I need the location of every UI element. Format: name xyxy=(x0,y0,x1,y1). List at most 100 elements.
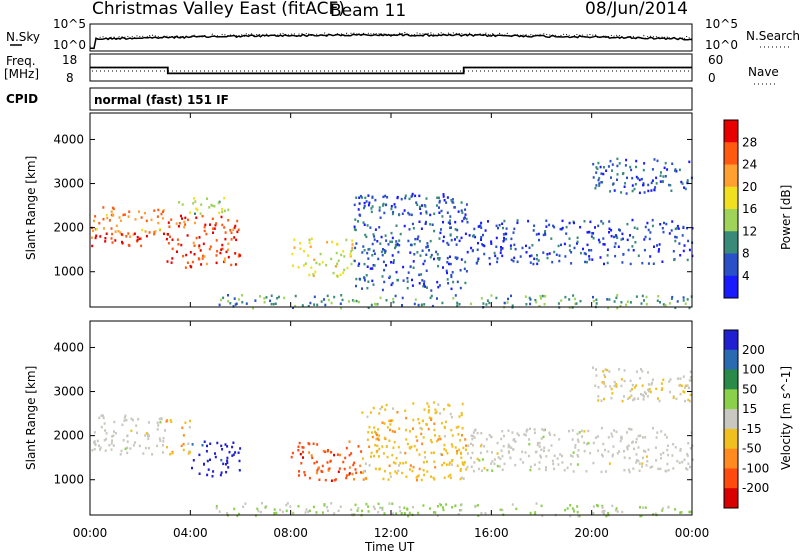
heatmap-cell xyxy=(461,434,463,437)
heatmap-cell xyxy=(482,302,485,305)
heatmap-cell xyxy=(480,297,483,300)
heatmap-cell xyxy=(613,429,616,432)
heatmap-cell xyxy=(511,304,514,307)
heatmap-cell xyxy=(126,440,129,443)
heatmap-cell xyxy=(461,402,464,406)
heatmap-cell xyxy=(389,275,392,278)
heatmap-cell xyxy=(474,505,477,508)
heatmap-cell xyxy=(445,503,448,506)
heatmap-cell xyxy=(227,208,230,212)
heatmap-cell xyxy=(674,508,677,511)
heatmap-cell xyxy=(168,225,171,228)
heatmap-cell xyxy=(312,273,315,276)
heatmap-cell xyxy=(209,442,212,445)
heatmap-cell xyxy=(456,301,459,305)
heatmap-cell xyxy=(507,429,510,432)
heatmap-cell xyxy=(371,196,374,199)
heatmap-cell xyxy=(429,213,432,217)
heatmap-cell xyxy=(381,253,384,257)
heatmap-cell xyxy=(424,222,427,225)
heatmap-cell xyxy=(422,262,425,266)
heatmap-cell xyxy=(166,419,169,422)
heatmap-cell xyxy=(460,209,463,212)
heatmap-cell xyxy=(430,475,432,478)
heatmap-cell xyxy=(631,245,634,248)
heatmap-cell xyxy=(378,434,381,437)
heatmap-cell xyxy=(183,220,186,224)
heatmap-cell xyxy=(122,213,125,217)
heatmap-cell xyxy=(226,461,229,464)
heatmap-cell xyxy=(102,206,105,209)
heatmap-cell xyxy=(603,373,606,377)
heatmap-cell xyxy=(442,506,444,509)
heatmap-cell xyxy=(451,445,454,448)
heatmap-cell xyxy=(559,453,562,456)
heatmap-cell xyxy=(566,507,569,510)
heatmap-cell xyxy=(627,397,630,401)
heatmap-cell xyxy=(615,507,618,510)
heatmap-cell xyxy=(563,469,566,472)
heatmap-cell xyxy=(366,265,369,268)
heatmap-cell xyxy=(488,262,491,266)
heatmap-cell xyxy=(361,457,364,460)
heatmap-cell xyxy=(501,222,504,225)
nsearch-label: N.Search xyxy=(746,29,800,43)
heatmap-cell xyxy=(603,382,606,385)
heatmap-cell xyxy=(450,428,453,432)
heatmap-cell xyxy=(393,440,396,444)
heatmap-cell xyxy=(400,512,403,515)
heatmap-cell xyxy=(308,509,311,513)
heatmap-cell xyxy=(588,249,590,252)
heatmap-cell xyxy=(480,226,483,229)
heatmap-cell xyxy=(312,505,315,509)
heatmap-cell xyxy=(460,413,463,417)
heatmap-cell xyxy=(537,232,540,236)
heatmap-cell xyxy=(433,460,436,463)
heatmap-cell xyxy=(321,511,324,514)
heatmap-cell xyxy=(412,418,415,422)
heatmap-cell xyxy=(626,176,628,180)
heatmap-cell xyxy=(640,302,643,305)
heatmap-cell xyxy=(440,421,443,425)
heatmap-cell xyxy=(595,302,598,305)
heatmap-cell xyxy=(443,199,446,202)
heatmap-cell xyxy=(399,462,402,465)
heatmap-cell xyxy=(375,432,378,435)
heatmap-cell xyxy=(412,427,414,430)
heatmap-cell xyxy=(361,509,363,513)
heatmap-cell xyxy=(597,178,600,182)
heatmap-cell xyxy=(438,502,441,506)
heatmap-cell xyxy=(386,455,389,459)
heatmap-cell xyxy=(480,238,482,241)
heatmap-cell xyxy=(465,444,468,447)
heatmap-cell xyxy=(274,302,277,305)
heatmap-cell xyxy=(689,447,692,450)
heatmap-cell xyxy=(206,473,209,477)
freq-unit: [MHz] xyxy=(4,67,39,81)
heatmap-cell xyxy=(302,450,304,454)
heatmap-cell xyxy=(642,398,645,401)
heatmap-cell xyxy=(560,299,563,302)
heatmap-cell xyxy=(425,246,428,249)
heatmap-cell xyxy=(512,259,515,263)
heatmap-cell xyxy=(425,212,428,215)
heatmap-cell xyxy=(608,462,611,465)
heatmap-cell xyxy=(486,450,489,453)
heatmap-cell xyxy=(411,278,413,282)
heatmap-cell xyxy=(421,204,423,207)
heatmap-cell xyxy=(380,235,383,239)
heatmap-cell xyxy=(384,194,387,198)
heatmap-cell xyxy=(552,462,555,466)
heatmap-cell xyxy=(671,162,674,165)
heatmap-cell xyxy=(449,476,452,480)
heatmap-cell xyxy=(663,166,666,170)
heatmap-cell xyxy=(610,396,613,400)
heatmap-cell xyxy=(454,220,457,224)
heatmap-cell xyxy=(265,296,268,299)
heatmap-cell xyxy=(226,459,229,462)
heatmap-cell xyxy=(391,236,394,240)
ytick-label: 3000 xyxy=(53,385,84,399)
heatmap-cell xyxy=(189,264,192,268)
heatmap-cell xyxy=(404,194,407,197)
heatmap-cell xyxy=(127,232,130,235)
